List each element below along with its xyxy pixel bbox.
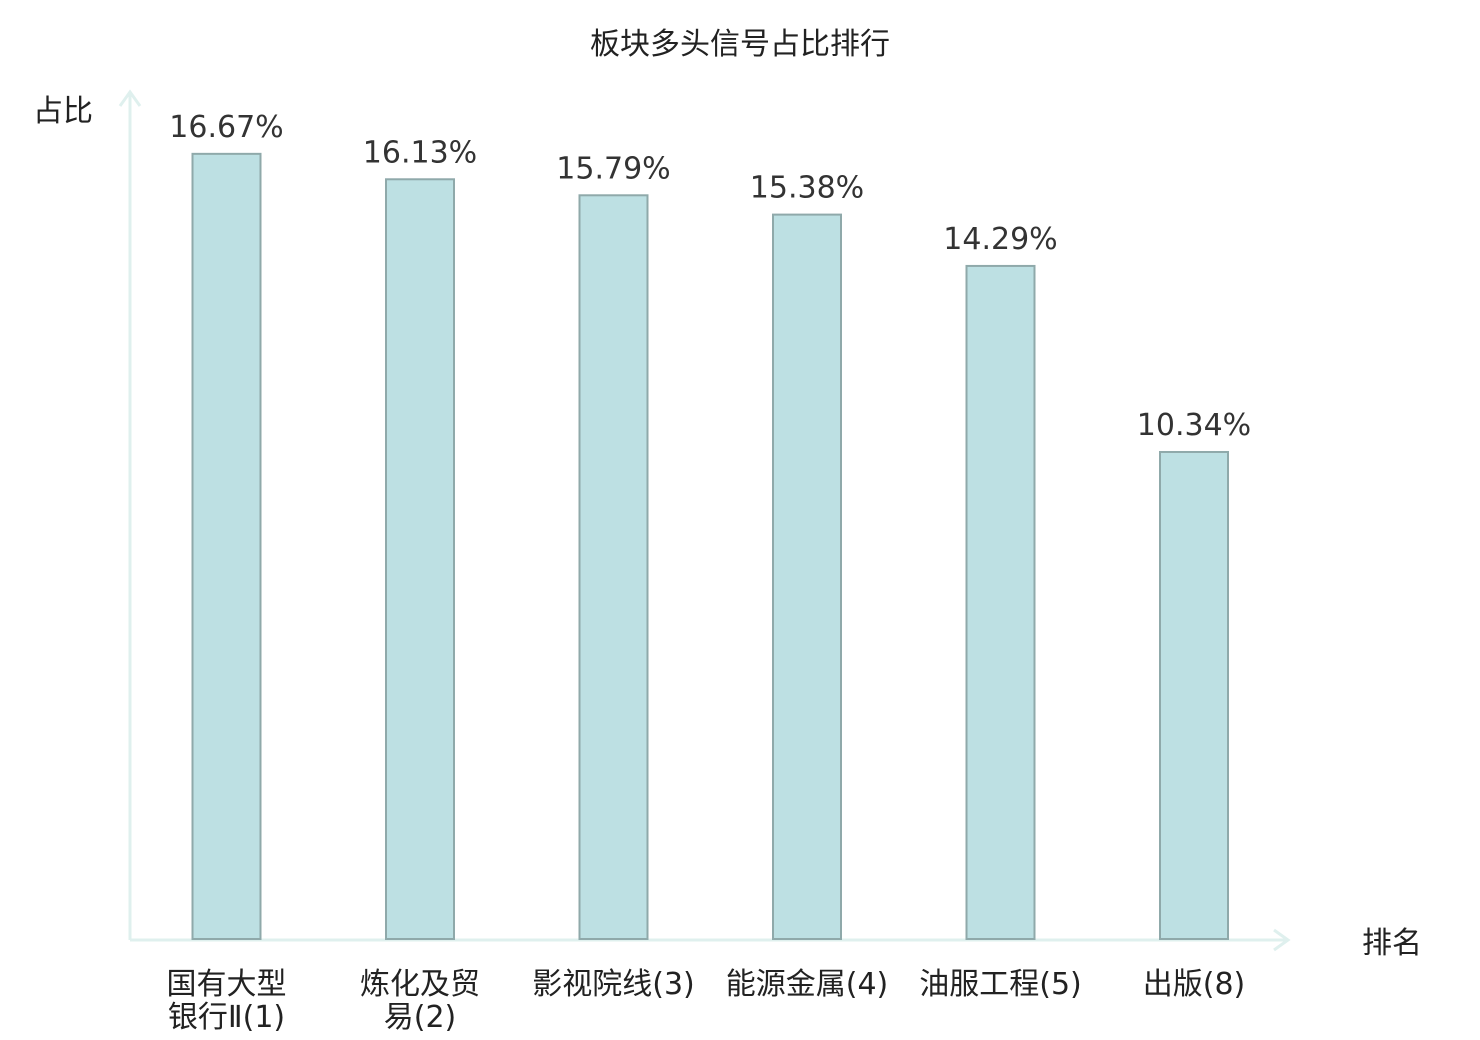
x-axis-arrow: [1273, 928, 1291, 952]
category-label-3: 影视院线(3): [532, 967, 695, 1002]
value-label-4: 15.38%: [750, 171, 864, 206]
category-label-2-line-1: 炼化及贸: [360, 967, 480, 1002]
category-label-1-line-1: 国有大型: [167, 967, 287, 1002]
category-label-2-line-2: 易(2): [384, 1000, 457, 1035]
value-label-2: 16.13%: [363, 135, 477, 170]
bar-3: [578, 194, 649, 940]
bar-1: [191, 152, 262, 940]
bar-2: [385, 178, 455, 941]
category-label-6: 出版(8): [1143, 967, 1246, 1002]
value-label-1: 16.67%: [169, 110, 283, 145]
value-label-6: 10.34%: [1137, 408, 1251, 443]
bar-5: [965, 264, 1036, 941]
chart-title: 板块多头信号占比排行: [590, 27, 890, 62]
value-label-5: 14.29%: [943, 222, 1057, 257]
category-label-4: 能源金属(4): [726, 967, 889, 1002]
value-label-3: 15.79%: [556, 151, 670, 186]
bars: [191, 152, 1229, 941]
value-labels: 16.67% 16.13% 15.79% 15.38% 14.29% 10.34%: [169, 110, 1251, 443]
bar-4: [772, 213, 842, 941]
y-axis-arrow: [118, 89, 142, 107]
category-label-5: 油服工程(5): [919, 967, 1082, 1002]
bar-6: [1159, 450, 1229, 940]
y-axis-label: 占比: [33, 94, 93, 129]
axes: [118, 89, 1291, 952]
category-label-1-line-2: 银行Ⅱ(1): [168, 1000, 285, 1035]
x-axis-label: 排名: [1362, 926, 1422, 961]
